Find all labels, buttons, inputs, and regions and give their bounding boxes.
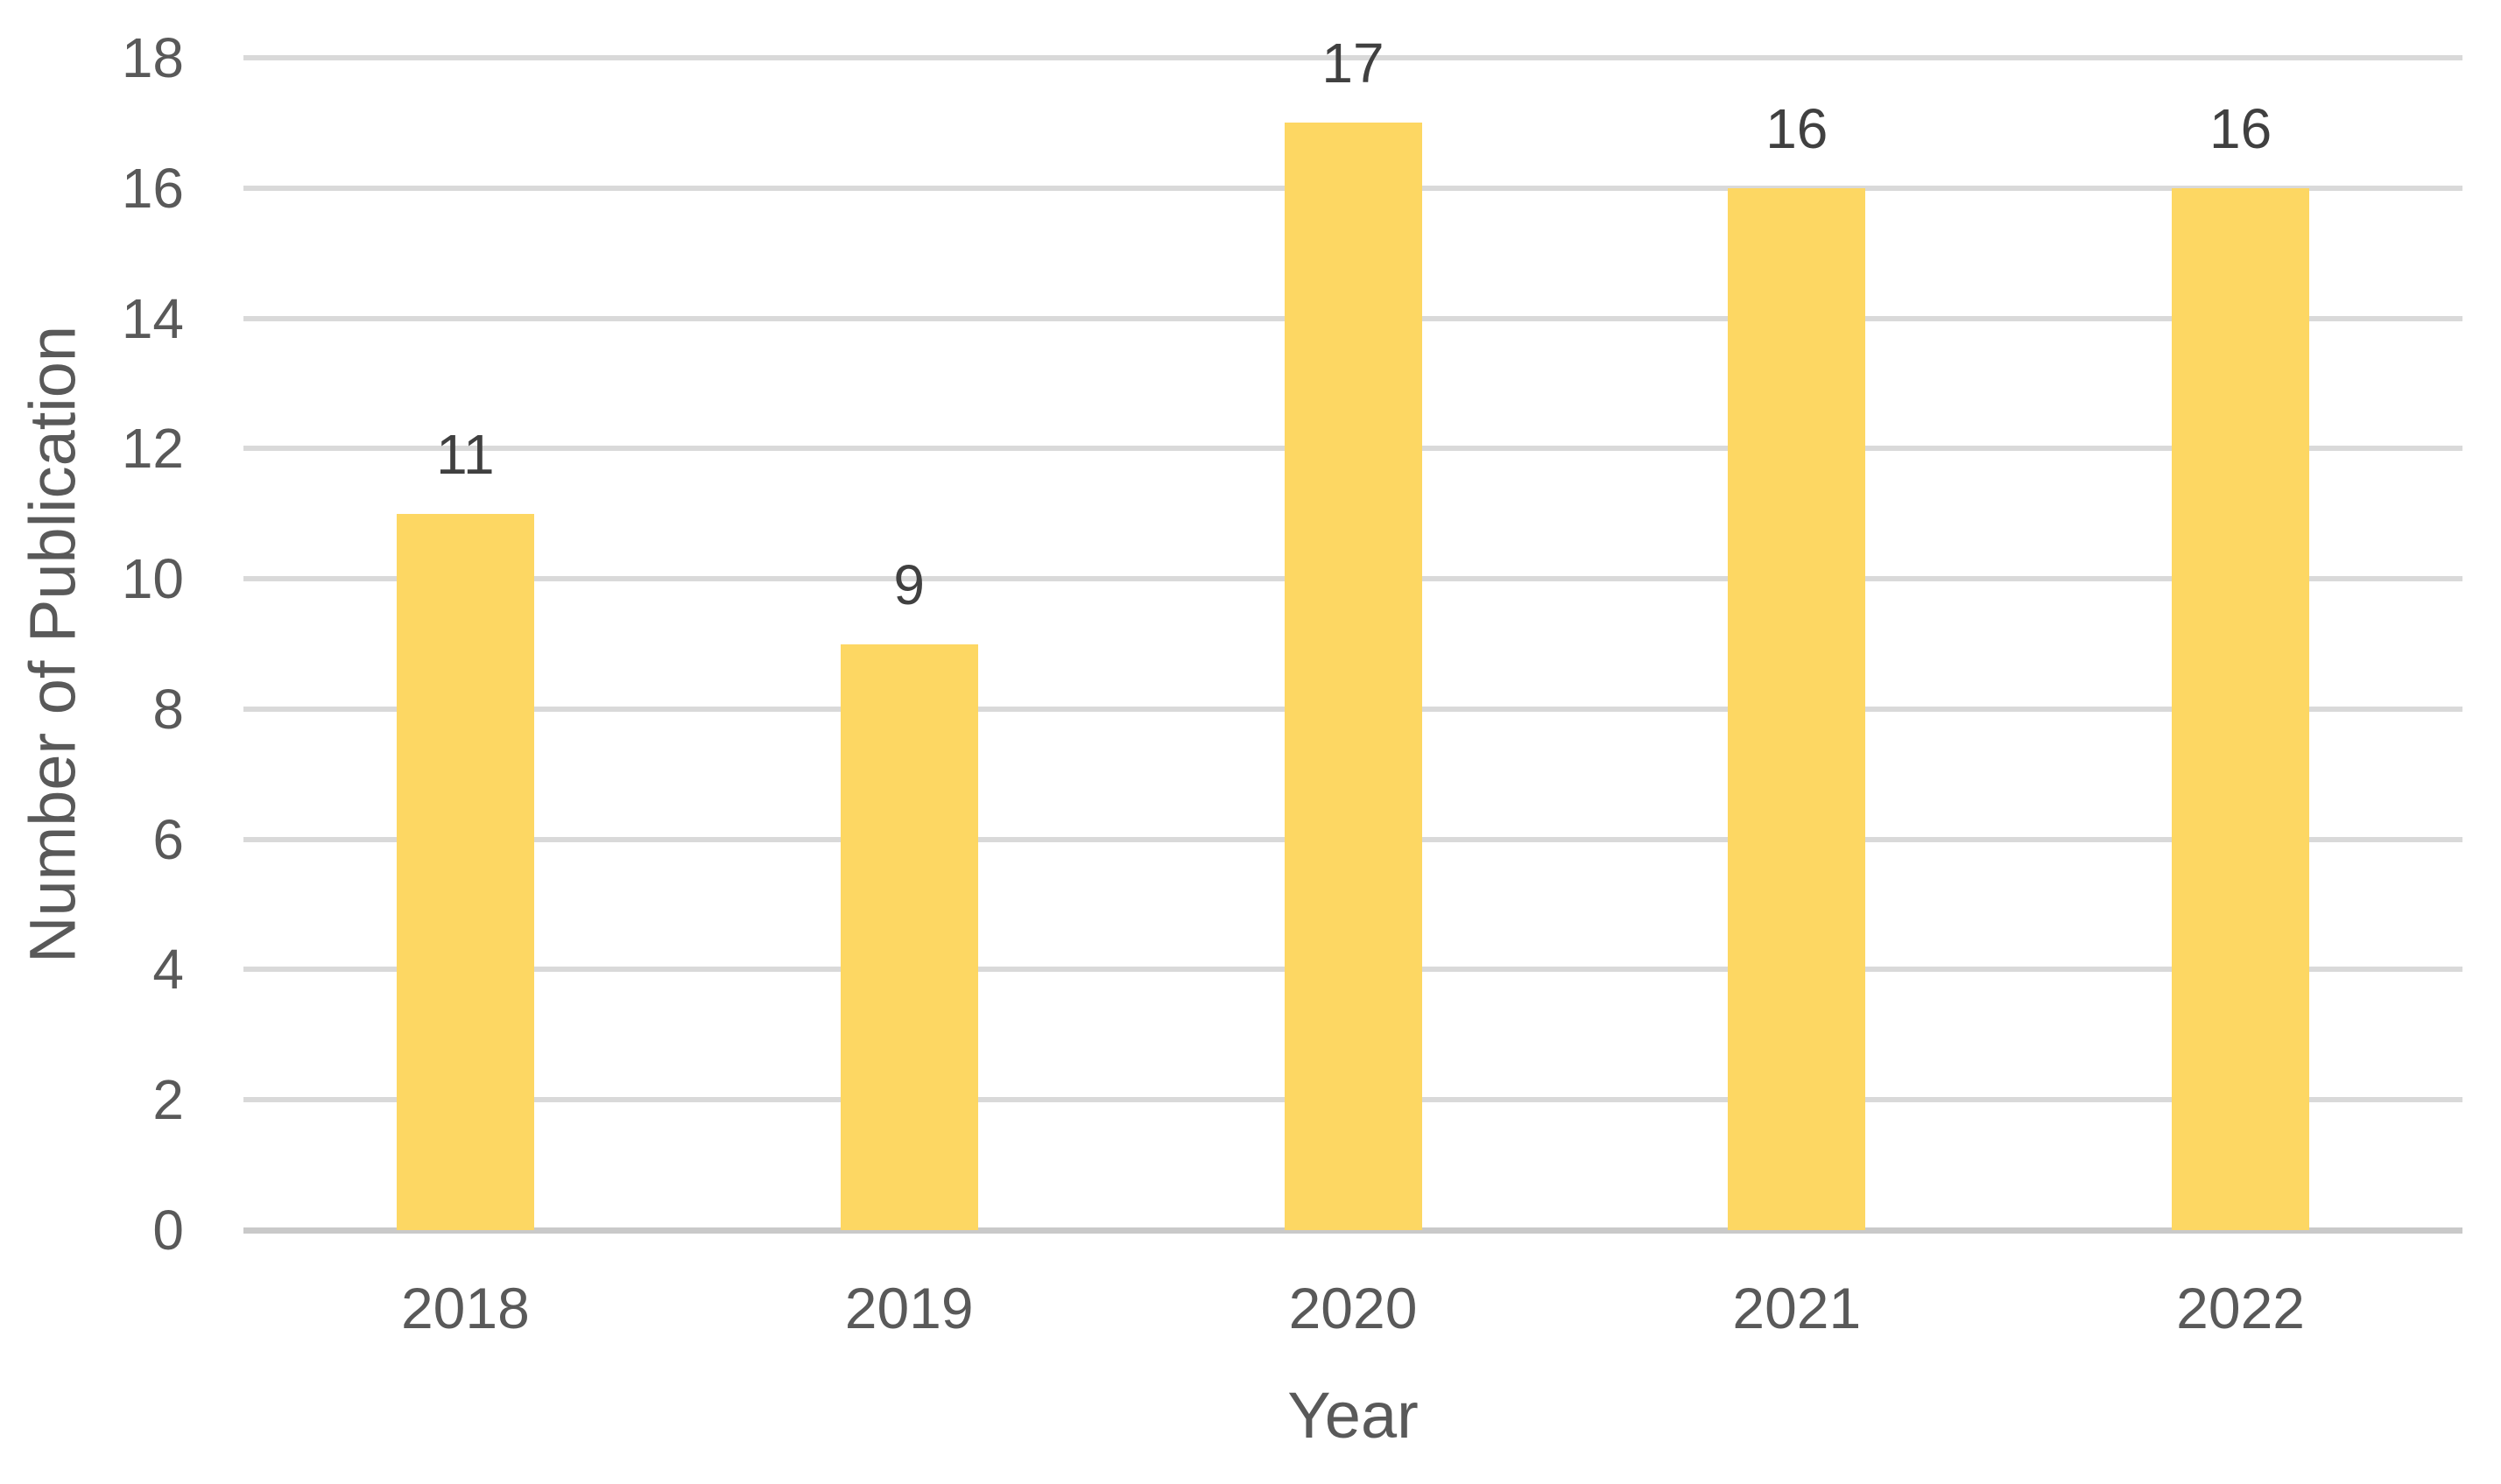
y-tick-label: 2 — [152, 1068, 184, 1132]
bar-data-label: 9 — [893, 552, 925, 616]
y-tick-label: 14 — [121, 286, 184, 350]
x-axis-line — [243, 1227, 2462, 1234]
bar — [1284, 123, 1422, 1230]
bar-data-label: 11 — [436, 422, 495, 486]
y-tick-label: 4 — [152, 938, 184, 1002]
x-tick-label: 2018 — [400, 1276, 530, 1340]
x-tick-label: 2021 — [1732, 1276, 1862, 1340]
bar — [396, 513, 534, 1230]
y-tick-label: 6 — [152, 807, 184, 871]
y-tick-label: 8 — [152, 677, 184, 741]
x-tick-label: 2020 — [1288, 1276, 1418, 1340]
x-tick-label: 2019 — [844, 1276, 974, 1340]
gridline — [243, 55, 2462, 60]
y-axis-title: Number of Publication — [16, 325, 89, 963]
bar — [2172, 187, 2310, 1230]
y-tick-label: 12 — [121, 417, 184, 481]
bar — [1728, 187, 1866, 1230]
x-tick-label: 2022 — [2176, 1276, 2305, 1340]
bar-data-label: 16 — [2209, 96, 2272, 160]
y-tick-label: 10 — [121, 547, 184, 611]
y-tick-label: 0 — [152, 1199, 184, 1262]
bar — [840, 644, 978, 1230]
y-tick-label: 18 — [121, 26, 184, 89]
bar-data-label: 16 — [1765, 96, 1828, 160]
bar-data-label: 17 — [1321, 32, 1384, 95]
x-axis-title: Year — [1287, 1379, 1419, 1452]
y-tick-label: 16 — [121, 156, 184, 220]
